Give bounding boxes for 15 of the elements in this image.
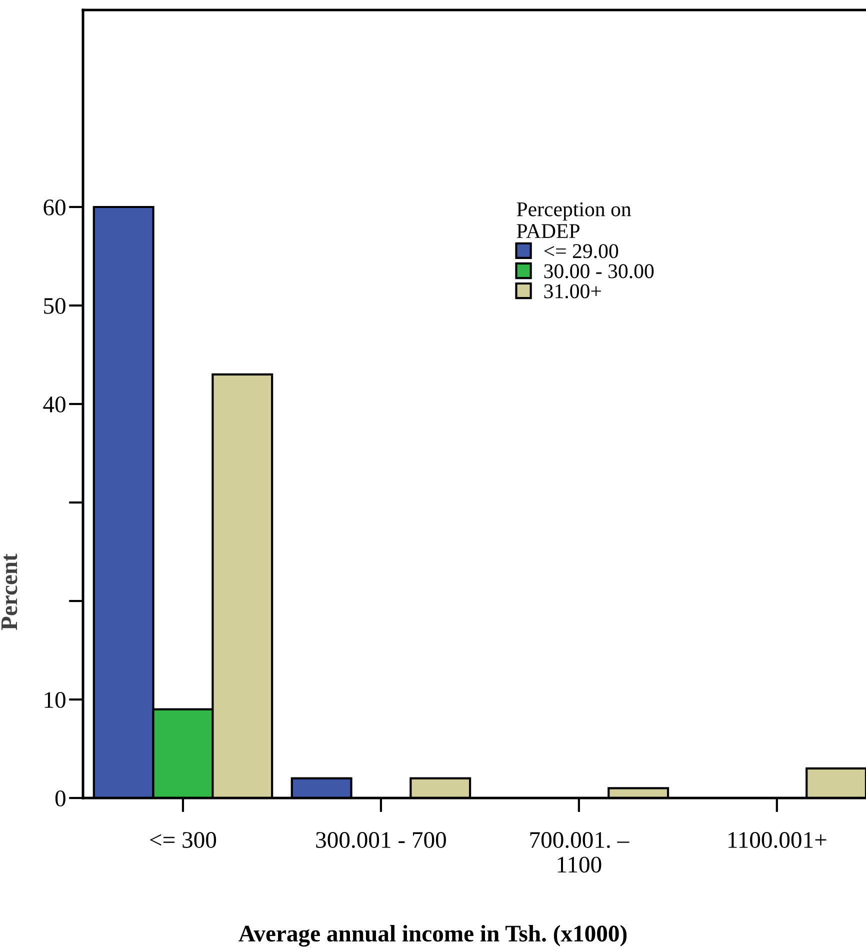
- y-axis-title: Percent: [2, 554, 18, 630]
- y-tick-label: 60: [44, 199, 66, 216]
- legend-title: Perception on PADEP: [516, 202, 632, 238]
- x-tick-label: 1100.001+: [728, 832, 826, 848]
- legend-label: 30.00 - 30.00: [544, 264, 654, 278]
- x-axis-title: Average annual income in Tsh. (x1000): [238, 925, 627, 947]
- y-tick-label: 0: [55, 790, 66, 806]
- x-tick-label: 300.001 - 700: [316, 832, 446, 848]
- legend-label: 31.00+: [544, 284, 601, 298]
- y-tick-label: 40: [43, 396, 66, 412]
- y-tick-label: 50: [44, 298, 66, 314]
- legend-label: <= 29.00: [544, 244, 618, 258]
- x-tick-label: <= 300: [150, 832, 216, 848]
- x-tick-label: 700.001. – 1100: [530, 832, 630, 873]
- y-tick-label: 10: [44, 692, 66, 708]
